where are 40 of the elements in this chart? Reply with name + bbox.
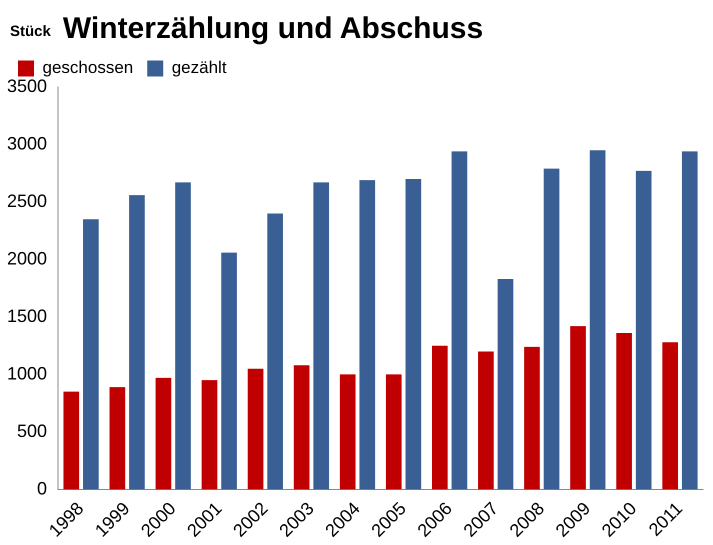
bar [432,346,448,490]
bar [248,368,264,490]
y-tick-label: 3000 [6,133,48,154]
bar [636,170,652,490]
y-tick-label: 1000 [6,363,48,384]
y-axis-title: Stück [10,23,51,40]
bar [156,378,172,490]
bar [313,182,330,490]
bar [590,150,606,490]
bar [294,365,310,490]
bar [221,252,237,490]
bar [406,178,422,490]
y-tick-label: 2000 [6,248,48,268]
bar [682,151,698,490]
y-tick-label: 1500 [6,306,48,326]
bar [452,151,468,490]
bar [544,168,560,490]
chart-title: Winterzählung und Abschuss [62,12,484,46]
bar [267,213,283,490]
bar [662,342,678,490]
bar [524,346,540,490]
y-tick-label: 0 [37,478,48,498]
bar [359,180,376,490]
bar [386,374,402,490]
y-tick-label: 500 [16,420,48,441]
y-tick-label: 3500 [6,76,48,96]
bar [129,195,145,490]
bar [175,182,191,490]
bar [570,326,586,490]
bar [616,333,632,490]
bar [63,392,80,490]
bar [478,351,494,490]
bar [202,380,218,490]
y-tick-label: 2500 [6,190,48,211]
legend-label: gezählt [172,58,227,78]
bar [498,279,514,490]
legend-label: geschossen [42,58,134,78]
bar [83,219,99,490]
bar [340,374,356,490]
bar [110,387,126,490]
